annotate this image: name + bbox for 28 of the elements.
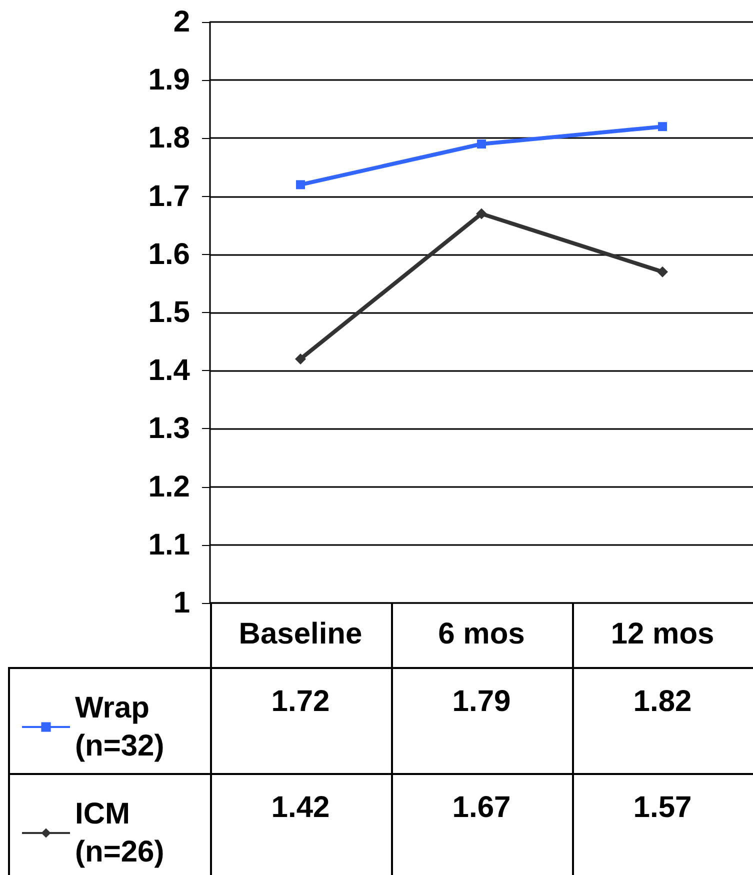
data-label: 1.67: [452, 791, 511, 825]
point: [477, 140, 486, 149]
y-tick-label: 2: [173, 6, 190, 38]
y-tick-label: 1.3: [148, 412, 190, 446]
data-label: 1.79: [452, 685, 511, 719]
point: [658, 122, 667, 132]
point: [476, 208, 487, 220]
point: [657, 266, 668, 278]
data-label: 1.57: [633, 791, 692, 825]
x-tick-label: 12 mos: [610, 618, 714, 650]
y-tick-label: 1.2: [148, 470, 190, 504]
y-tick-label: 1.5: [148, 296, 190, 329]
x-tick-label: Baseline: [238, 618, 362, 650]
y-tick-label: 1.4: [148, 354, 190, 388]
y-tick-label: 1.8: [148, 122, 190, 155]
point: [295, 353, 306, 364]
y-tick-label: 1.7: [148, 180, 190, 213]
legend-label: ICM (n=26): [75, 798, 164, 868]
x-tick-label: 6 mos: [438, 618, 525, 650]
point: [296, 180, 305, 190]
y-tick-label: 1: [173, 586, 190, 620]
data-label: 1.82: [633, 685, 692, 719]
legend-label: Wrap (n=32): [75, 692, 164, 762]
data-label: 1.42: [271, 791, 330, 825]
data-label: 1.72: [271, 685, 330, 719]
y-tick-label: 1.6: [148, 238, 190, 271]
y-tick-label: 1.9: [148, 64, 190, 97]
y-tick-label: 1.1: [148, 528, 190, 562]
